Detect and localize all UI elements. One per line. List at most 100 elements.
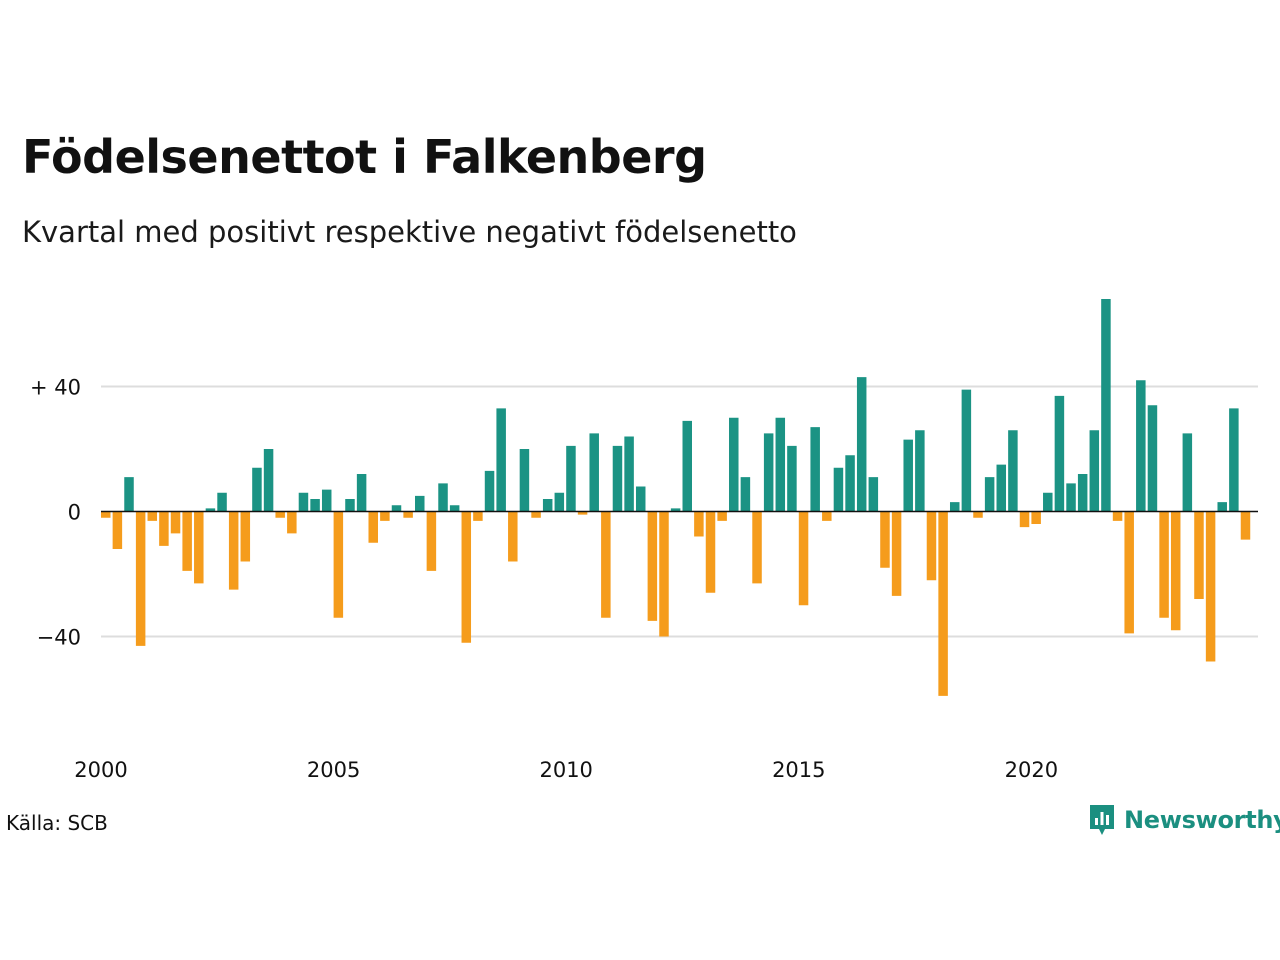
bar [147,511,158,521]
y-tick-label: 0 [68,501,81,525]
y-tick-label: −40 [37,626,81,650]
source-label: Källa: SCB [6,811,108,835]
bar [159,511,169,546]
bar [659,511,669,637]
bar [473,511,483,521]
bar [1066,483,1076,512]
bar [252,467,262,512]
bar [1229,408,1239,512]
bar [542,499,553,512]
bar [345,499,355,512]
bar [356,474,367,512]
bar [880,511,890,568]
chart-subtitle: Kvartal med positivt respektive negativt… [22,215,797,249]
bar [729,417,739,512]
bar [775,417,786,512]
bar [333,511,344,618]
x-tick-label: 2020 [1005,758,1058,782]
bar [996,464,1007,512]
bar [949,502,960,512]
bar [531,511,541,518]
bar [1077,474,1088,512]
bar [1147,405,1158,512]
bar [135,511,146,646]
bar [810,427,820,512]
bar [170,511,181,534]
bar [391,505,402,512]
bar [1054,395,1065,512]
bar [1182,433,1193,512]
bar [112,511,123,549]
bar [845,455,855,512]
bar [868,477,879,512]
bar [1170,511,1181,631]
bar [194,511,204,584]
bar [205,508,216,512]
bar [321,489,332,512]
bar [263,449,274,512]
bar [891,511,902,596]
bar [484,470,495,512]
bar [647,511,658,621]
bar [415,495,425,512]
bar [1217,502,1227,512]
bar [508,511,518,562]
bar [368,511,378,543]
bar [438,483,448,512]
bar [961,389,972,512]
x-tick-label: 2015 [772,758,825,782]
bar [403,511,413,518]
bar [554,492,565,512]
bar [938,511,948,696]
x-tick-label: 2010 [539,758,592,782]
bar [426,511,437,571]
bar [705,511,716,593]
bar [624,436,634,512]
bar [101,511,111,518]
bar [496,408,506,512]
bar [717,511,727,521]
bar [798,511,809,606]
bar [1101,299,1111,512]
bar [287,511,297,534]
bar [577,511,588,515]
brand-name: Newsworthy [1124,806,1280,834]
bar [1031,511,1041,524]
bar [833,467,844,512]
chart-title: Födelsenettot i Falkenberg [22,130,707,184]
bar [275,511,285,518]
bar [124,477,134,512]
newsworthy-logo-icon [1090,805,1114,835]
y-tick-label: + 40 [30,376,81,400]
bar [380,511,390,521]
bar [1112,511,1123,521]
bar [1019,511,1030,528]
bar [635,486,646,512]
bar [926,511,937,581]
bar [1008,430,1018,512]
bar [973,511,983,518]
bar [1136,380,1146,512]
x-tick-label: 2000 [74,758,127,782]
x-tick-label: 2005 [307,758,360,782]
bar [298,492,309,512]
bar [240,511,251,562]
bar [228,511,239,590]
bar [461,511,472,643]
bar [449,505,460,512]
bar [670,508,681,512]
bar [182,511,192,571]
bar [1043,492,1053,512]
bar [915,430,925,512]
bar [1194,511,1204,599]
bar [856,377,867,512]
bar [822,511,832,521]
bar [612,445,623,512]
bars [101,299,1251,696]
bar [787,445,797,512]
bar [601,511,611,618]
bar [519,449,530,512]
grid-lines [101,385,1258,638]
bar [763,433,774,512]
